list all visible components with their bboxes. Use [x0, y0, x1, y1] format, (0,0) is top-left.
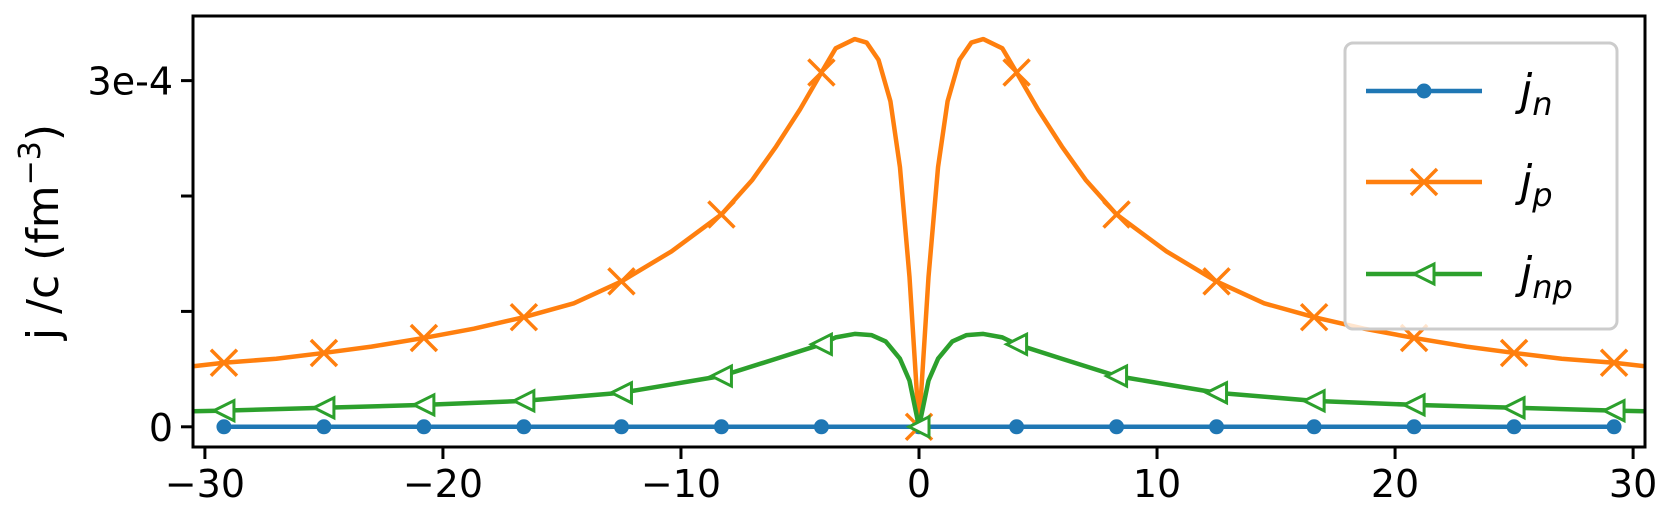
legend-label-main: j [1515, 248, 1533, 299]
data-point [1606, 419, 1622, 435]
legend-label-subscript: p [1531, 176, 1552, 214]
data-point [708, 363, 733, 389]
x-tick-label: 30 [1609, 462, 1657, 506]
data-point [905, 414, 931, 440]
data-point [510, 388, 536, 414]
data-point [316, 419, 332, 435]
y-axis-title: j /c (fm−3) [13, 124, 69, 341]
data-point [813, 419, 829, 435]
legend-marker [1410, 261, 1436, 287]
x-tick-label: −10 [641, 462, 721, 506]
y-axis-label-exponent: −3 [13, 141, 48, 185]
data-point [1002, 58, 1031, 87]
data-point [1299, 302, 1329, 332]
data-point [1506, 419, 1522, 435]
data-point [209, 348, 239, 377]
data-point [607, 267, 636, 296]
data-point [1009, 419, 1025, 435]
y-axis-label-main: j /c (fm [18, 185, 69, 341]
data-point [216, 419, 232, 435]
x-tick-label: −30 [165, 462, 245, 506]
data-point [509, 302, 539, 332]
data-point [310, 395, 336, 421]
legend-label: jnp [1515, 248, 1573, 306]
legend-entry: jn [1366, 65, 1553, 123]
data-point [1600, 398, 1626, 424]
legend-label: jp [1515, 156, 1553, 214]
series-jnp [193, 331, 1645, 440]
plot-frame [191, 14, 1647, 449]
data-point [410, 392, 436, 418]
legend-box [1343, 41, 1619, 331]
axis-ticks: −30 −20 −10 0 10 20 30 0 3e-4 [88, 60, 1658, 506]
data-point [1400, 392, 1426, 418]
legend-label-subscript: np [1532, 268, 1573, 306]
data-point [210, 398, 236, 424]
x-tick-label: −20 [403, 462, 483, 506]
x-tick-label: 0 [907, 462, 931, 506]
x-tick-label: 20 [1371, 462, 1419, 506]
legend-entry: jnp [1366, 248, 1573, 306]
y-tick-label: 0 [149, 406, 173, 450]
legend-marker [1416, 83, 1432, 99]
plot-area [193, 36, 1645, 442]
data-point [1599, 348, 1629, 377]
data-point [416, 419, 432, 435]
data-point [1102, 200, 1131, 229]
data-point [613, 419, 629, 435]
data-point [1203, 380, 1229, 406]
data-point [1202, 267, 1231, 296]
x-tick-label: 10 [1133, 462, 1181, 506]
legend-marker [1409, 167, 1439, 197]
data-point [1306, 419, 1322, 435]
legend-entry: jp [1366, 156, 1553, 214]
data-point [608, 380, 633, 406]
data-point [516, 419, 532, 435]
legend-label-main: j [1515, 156, 1533, 207]
data-point [309, 338, 339, 368]
data-point [409, 323, 439, 353]
legend-label: jn [1515, 65, 1553, 123]
data-point [1109, 419, 1125, 435]
data-point [1300, 388, 1326, 414]
data-point [707, 200, 736, 229]
data-point [1103, 363, 1129, 389]
data-point [1406, 419, 1422, 435]
data-point [1209, 419, 1225, 435]
y-tick-label: 3e-4 [88, 60, 173, 104]
data-point [1500, 395, 1526, 421]
y-axis-label-close: ) [18, 124, 69, 141]
data-point [1499, 338, 1529, 368]
data-point [807, 58, 836, 87]
data-point [713, 419, 729, 435]
data-point [1003, 331, 1029, 357]
y-axis-label: j /c (fm−3) [13, 124, 69, 341]
legend-label-subscript: n [1532, 85, 1552, 123]
legend-label-main: j [1515, 65, 1533, 116]
data-point [808, 331, 833, 357]
